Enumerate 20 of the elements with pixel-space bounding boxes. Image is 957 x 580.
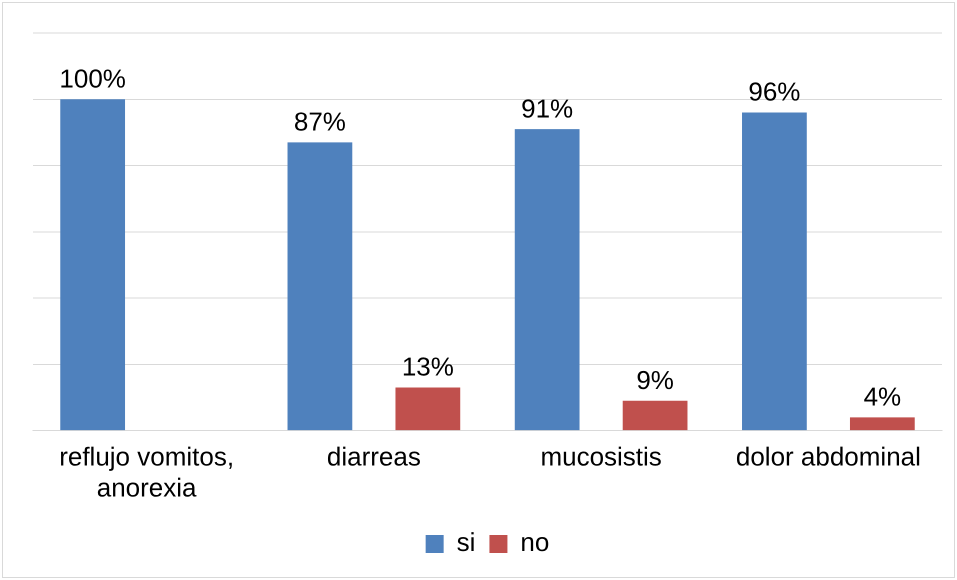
bar bbox=[60, 99, 126, 430]
data-label: 100% bbox=[59, 63, 126, 94]
bar bbox=[622, 400, 688, 430]
x-tick-label: reflujo vomitos, anorexia bbox=[59, 441, 234, 503]
data-label: 4% bbox=[864, 382, 902, 412]
bar bbox=[850, 417, 915, 430]
data-label: 91% bbox=[521, 93, 574, 124]
x-tick-label: dolor abdominal bbox=[736, 441, 921, 472]
legend-label: no bbox=[520, 527, 550, 558]
bar bbox=[514, 129, 580, 430]
legend-label: si bbox=[456, 527, 476, 558]
data-label: 87% bbox=[294, 106, 346, 137]
x-tick-label: mucosistis bbox=[540, 441, 662, 472]
x-tick-label: diarreas bbox=[326, 441, 421, 472]
bar bbox=[742, 112, 807, 430]
bar bbox=[288, 142, 352, 430]
data-label: 96% bbox=[748, 76, 800, 107]
data-label: 13% bbox=[402, 352, 454, 382]
data-label: 9% bbox=[636, 364, 674, 395]
bar bbox=[395, 388, 460, 430]
